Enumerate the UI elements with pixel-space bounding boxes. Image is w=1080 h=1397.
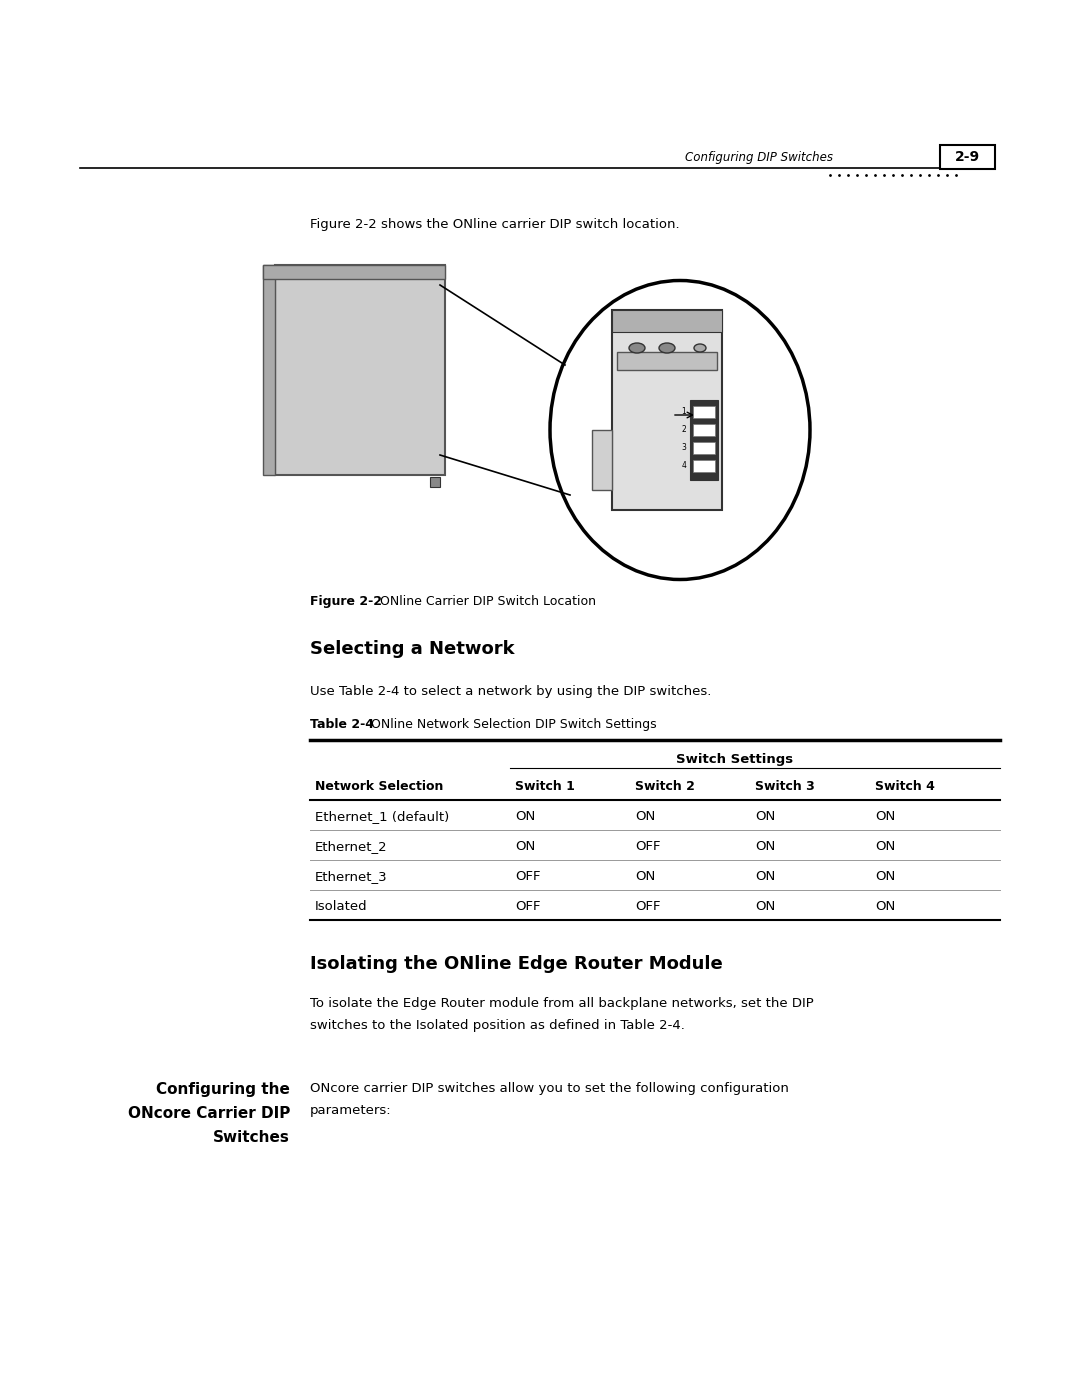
Text: OFF: OFF [515,901,540,914]
Ellipse shape [550,281,810,580]
Text: ON: ON [755,901,775,914]
Text: 1: 1 [681,408,686,416]
Text: Figure 2-2: Figure 2-2 [310,595,382,608]
Text: Switch 3: Switch 3 [755,781,814,793]
Text: ON: ON [755,810,775,823]
FancyBboxPatch shape [264,265,275,475]
Text: 2-9: 2-9 [955,149,980,163]
Text: To isolate the Edge Router module from all backplane networks, set the DIP: To isolate the Edge Router module from a… [310,997,813,1010]
Text: OFF: OFF [635,901,661,914]
Text: Use Table 2-4 to select a network by using the DIP switches.: Use Table 2-4 to select a network by usi… [310,685,712,698]
Text: 4: 4 [681,461,686,471]
Text: Switch 4: Switch 4 [875,781,935,793]
Text: Configuring the: Configuring the [157,1083,291,1097]
FancyBboxPatch shape [430,476,440,488]
Polygon shape [592,430,612,490]
Text: ONline Carrier DIP Switch Location: ONline Carrier DIP Switch Location [368,595,596,608]
Text: Ethernet_2: Ethernet_2 [315,841,388,854]
Text: ON: ON [755,841,775,854]
Text: Ethernet_3: Ethernet_3 [315,870,388,883]
Text: OFF: OFF [635,841,661,854]
FancyBboxPatch shape [612,310,723,332]
Text: Isolated: Isolated [315,901,367,914]
Text: ON: ON [875,870,895,883]
FancyBboxPatch shape [612,310,723,510]
FancyBboxPatch shape [264,265,445,279]
Text: Table 2-4: Table 2-4 [310,718,374,731]
FancyBboxPatch shape [617,352,717,370]
Text: ON: ON [875,901,895,914]
Text: OFF: OFF [515,870,540,883]
Text: ON: ON [635,810,656,823]
Text: Isolating the ONline Edge Router Module: Isolating the ONline Edge Router Module [310,956,723,972]
Text: ON: ON [635,870,656,883]
Text: ON: ON [755,870,775,883]
Text: switches to the Isolated position as defined in Table 2-4.: switches to the Isolated position as def… [310,1018,685,1032]
FancyBboxPatch shape [690,400,718,481]
FancyBboxPatch shape [693,441,715,454]
Text: Network Selection: Network Selection [315,781,444,793]
Text: Switch Settings: Switch Settings [676,753,794,766]
Text: parameters:: parameters: [310,1104,392,1118]
Text: ONcore Carrier DIP: ONcore Carrier DIP [127,1106,291,1120]
Text: Switch 1: Switch 1 [515,781,575,793]
Text: Ethernet_1 (default): Ethernet_1 (default) [315,810,449,823]
FancyBboxPatch shape [940,145,995,169]
FancyBboxPatch shape [693,407,715,418]
FancyBboxPatch shape [275,265,445,475]
Text: Switch 2: Switch 2 [635,781,694,793]
Ellipse shape [659,344,675,353]
FancyBboxPatch shape [693,460,715,472]
Text: ONline Network Selection DIP Switch Settings: ONline Network Selection DIP Switch Sett… [359,718,657,731]
Text: Configuring DIP Switches: Configuring DIP Switches [685,151,833,165]
Ellipse shape [629,344,645,353]
Text: ONcore carrier DIP switches allow you to set the following configuration: ONcore carrier DIP switches allow you to… [310,1083,788,1095]
Text: 2: 2 [681,426,686,434]
Text: ON: ON [515,810,536,823]
Text: Figure 2-2 shows the ONline carrier DIP switch location.: Figure 2-2 shows the ONline carrier DIP … [310,218,679,231]
Text: ON: ON [875,810,895,823]
Text: ON: ON [515,841,536,854]
Ellipse shape [694,344,706,352]
Text: ON: ON [875,841,895,854]
Text: Selecting a Network: Selecting a Network [310,640,515,658]
FancyBboxPatch shape [693,425,715,436]
Text: Switches: Switches [213,1130,291,1146]
Text: 3: 3 [681,443,686,453]
